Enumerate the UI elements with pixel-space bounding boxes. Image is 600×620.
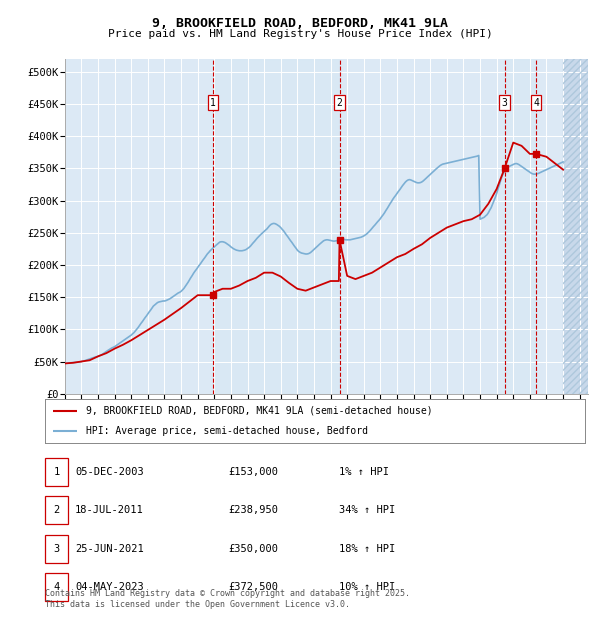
Text: 04-MAY-2023: 04-MAY-2023 bbox=[75, 582, 144, 592]
Text: 05-DEC-2003: 05-DEC-2003 bbox=[75, 467, 144, 477]
Text: 2: 2 bbox=[53, 505, 59, 515]
Text: 10% ↑ HPI: 10% ↑ HPI bbox=[339, 582, 395, 592]
Text: 2: 2 bbox=[337, 98, 343, 108]
Text: Price paid vs. HM Land Registry's House Price Index (HPI): Price paid vs. HM Land Registry's House … bbox=[107, 29, 493, 39]
Text: 1: 1 bbox=[210, 98, 216, 108]
Text: £350,000: £350,000 bbox=[228, 544, 278, 554]
Text: 1% ↑ HPI: 1% ↑ HPI bbox=[339, 467, 389, 477]
Bar bbox=[505, 59, 536, 394]
Text: 4: 4 bbox=[53, 582, 59, 592]
Text: 4: 4 bbox=[533, 98, 539, 108]
Text: 9, BROOKFIELD ROAD, BEDFORD, MK41 9LA: 9, BROOKFIELD ROAD, BEDFORD, MK41 9LA bbox=[152, 17, 448, 30]
Text: £372,500: £372,500 bbox=[228, 582, 278, 592]
Text: £153,000: £153,000 bbox=[228, 467, 278, 477]
Bar bbox=[213, 59, 340, 394]
Text: 1: 1 bbox=[53, 467, 59, 477]
Bar bbox=[563, 59, 588, 394]
Text: Contains HM Land Registry data © Crown copyright and database right 2025.
This d: Contains HM Land Registry data © Crown c… bbox=[45, 590, 410, 609]
Text: 3: 3 bbox=[502, 98, 508, 108]
Text: 9, BROOKFIELD ROAD, BEDFORD, MK41 9LA (semi-detached house): 9, BROOKFIELD ROAD, BEDFORD, MK41 9LA (s… bbox=[86, 405, 432, 416]
Text: 25-JUN-2021: 25-JUN-2021 bbox=[75, 544, 144, 554]
Text: £238,950: £238,950 bbox=[228, 505, 278, 515]
Text: 18% ↑ HPI: 18% ↑ HPI bbox=[339, 544, 395, 554]
Text: 34% ↑ HPI: 34% ↑ HPI bbox=[339, 505, 395, 515]
Text: HPI: Average price, semi-detached house, Bedford: HPI: Average price, semi-detached house,… bbox=[86, 426, 367, 436]
Text: 3: 3 bbox=[53, 544, 59, 554]
Text: 18-JUL-2011: 18-JUL-2011 bbox=[75, 505, 144, 515]
Bar bbox=[563, 59, 588, 394]
